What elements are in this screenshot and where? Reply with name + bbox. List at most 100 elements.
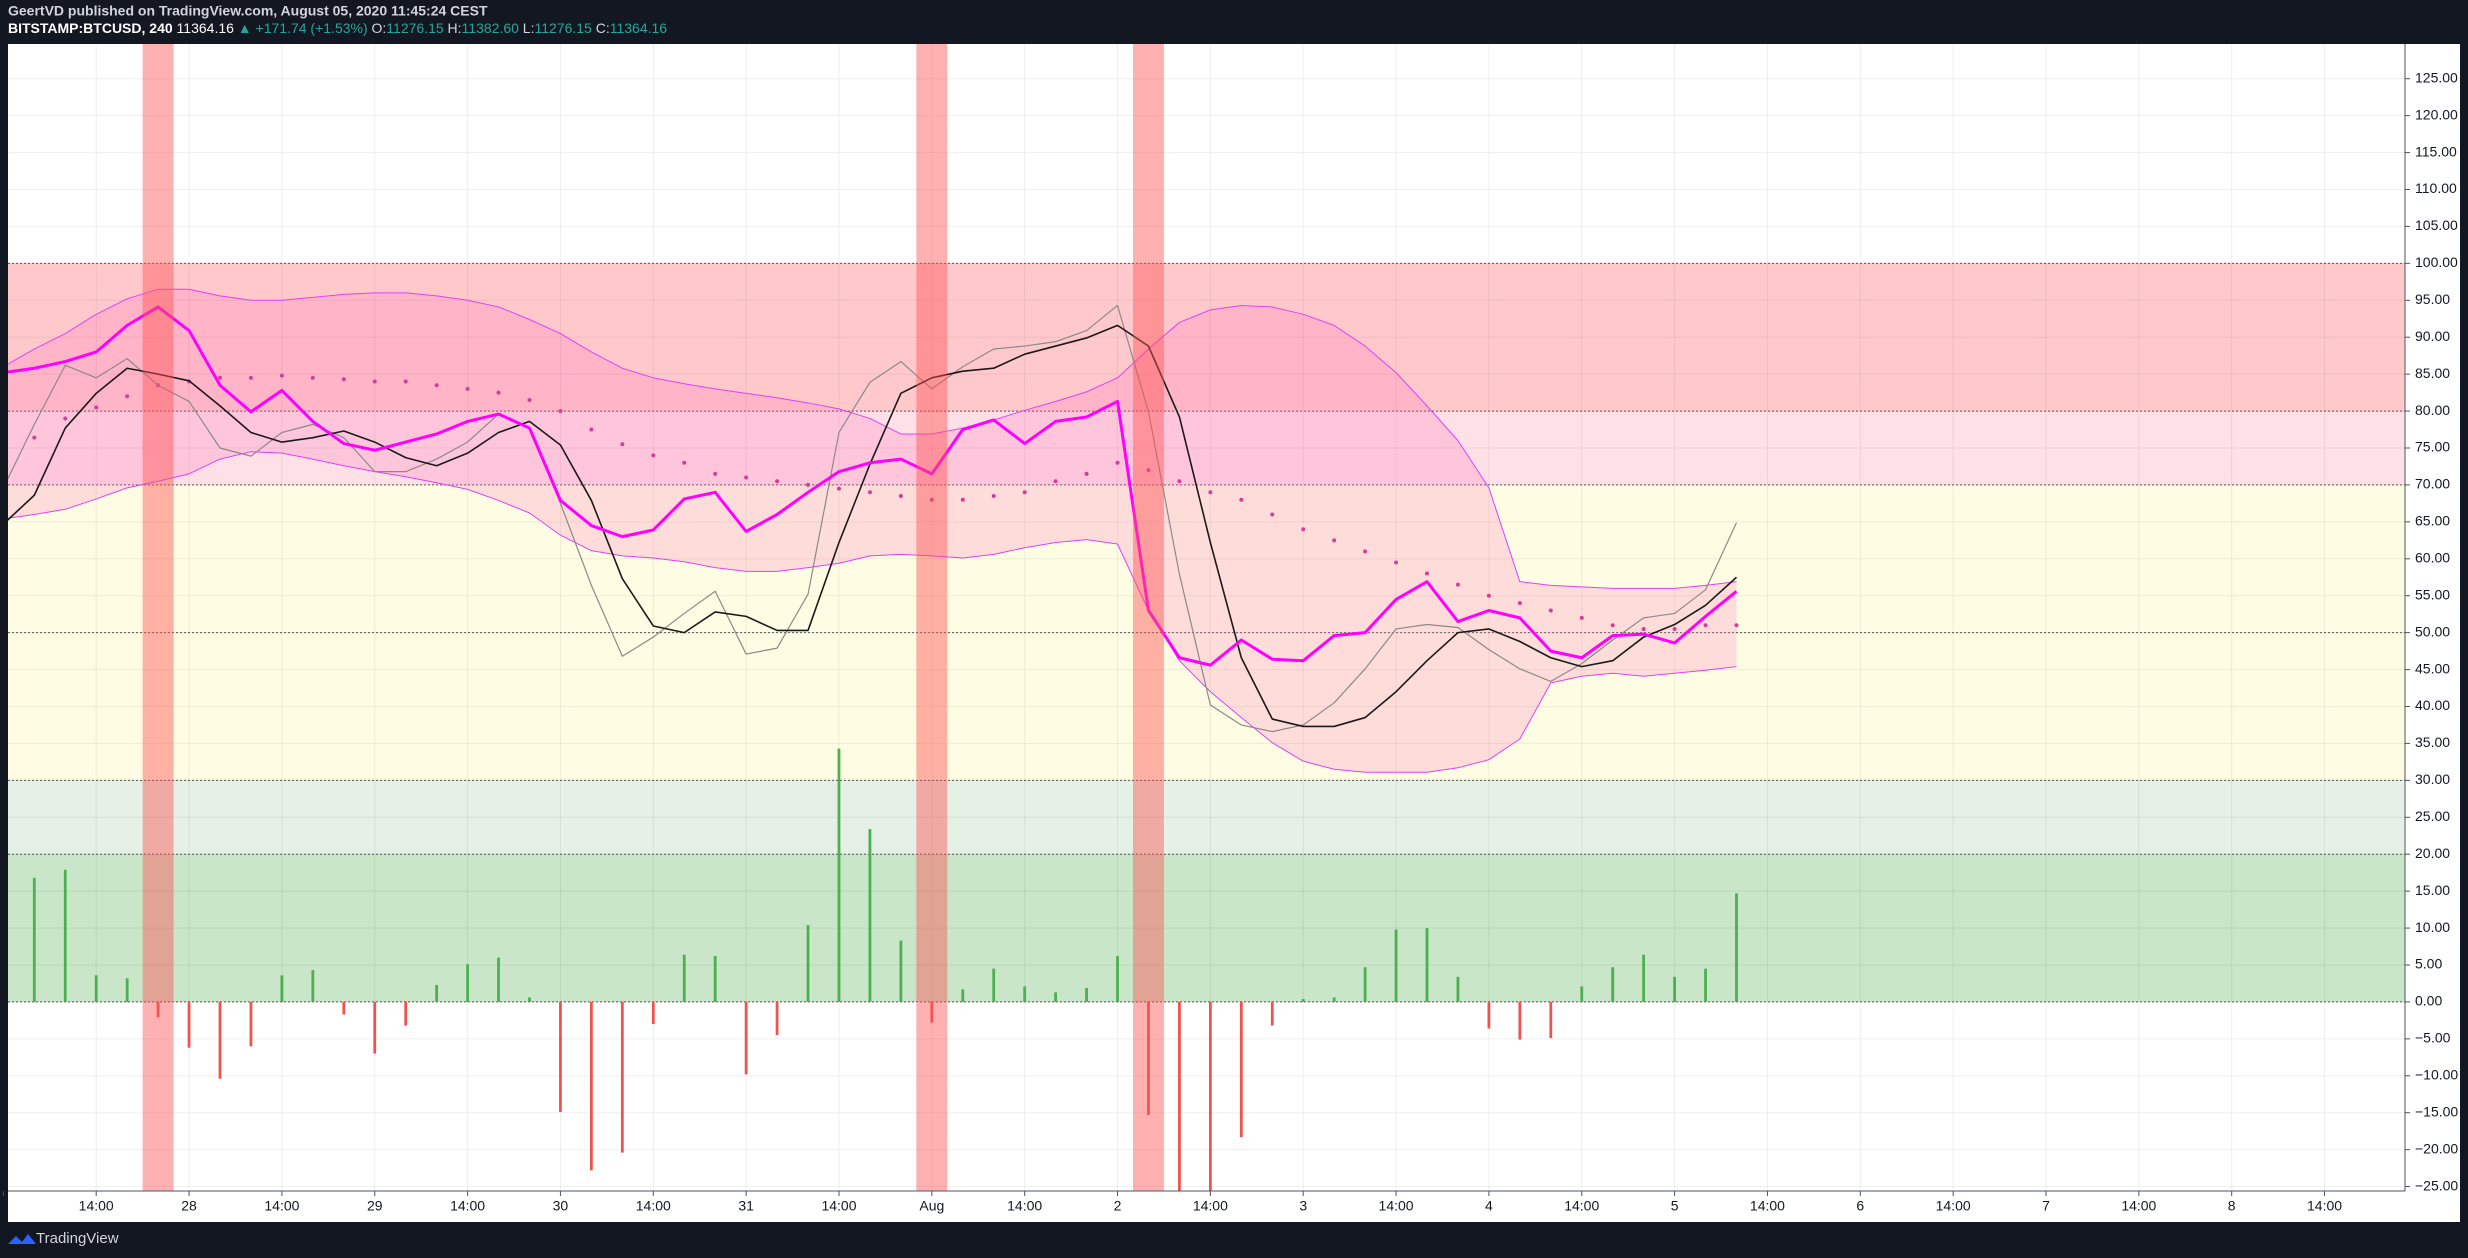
x-tick-label: 28 [181,1198,197,1214]
y-tick-label: 5.00 [2415,956,2442,972]
histogram-bar [497,957,500,1002]
y-tick-label: 25.00 [2415,808,2450,824]
x-tick-label: 7 [0,1198,7,1214]
dot [558,409,563,414]
y-tick-label: 10.00 [2415,919,2450,935]
plot-area [8,44,2405,1191]
x-tick-label: 30 [553,1198,569,1214]
x-tick-label: 14:00 [821,1198,856,1214]
x-tick-label: Aug [919,1198,944,1214]
histogram-bar [1239,1001,1243,1138]
histogram-bar [1673,976,1676,1002]
symbol: BITSTAMP:BTCUSD, 240 [8,20,173,36]
x-tick-label: 8 [2228,1198,2236,1214]
ohlc-line: BITSTAMP:BTCUSD, 240 11364.16 ▲ +171.74 … [8,20,667,36]
x-tick-label: 2 [1114,1198,1122,1214]
dot [898,494,903,499]
histogram-bar [930,1001,934,1023]
histogram-bar [466,964,469,1002]
x-tick-label: 5 [1671,1198,1679,1214]
x-tick-label: 3 [1299,1198,1307,1214]
dot [1301,527,1306,532]
y-tick-label: 30.00 [2415,771,2450,787]
dot [434,383,439,388]
dot [1455,582,1460,587]
histogram-bar [1363,967,1367,1002]
x-tick-label: 7 [2042,1198,2050,1214]
dot [1084,471,1089,476]
histogram-bar [1332,997,1336,1002]
x-tick-label: 14:00 [2307,1198,2342,1214]
histogram-bar [899,940,903,1002]
histogram-bar [806,925,810,1002]
x-tick-label: 14:00 [450,1198,485,1214]
x-tick-label: 14:00 [264,1198,299,1214]
histogram-bar [1611,967,1615,1002]
histogram-bar [528,997,531,1002]
histogram-bar [125,978,129,1002]
x-tick-label: 29 [367,1198,383,1214]
change: ▲ +171.74 (+1.53%) [238,20,368,36]
last: 11364.16 [177,20,235,36]
dot [929,497,934,502]
dot [279,373,284,378]
histogram-bar [1642,954,1646,1002]
y-tick-label: 80.00 [2415,402,2450,418]
y-tick-label: 85.00 [2415,365,2450,381]
dot [1703,623,1708,628]
histogram-bar [156,1001,160,1018]
series-line [8,305,1738,667]
h-label: H: [448,20,462,36]
y-tick-label: −15.00 [2415,1103,2458,1119]
histogram-bar [589,1001,593,1171]
dot [32,435,37,440]
l-label: L: [523,20,535,36]
y-tick-label: 55.00 [2415,586,2450,602]
histogram-bar [32,877,36,1002]
dot [1115,460,1120,465]
histogram-bar [1518,1001,1522,1040]
dot [1610,623,1615,628]
dot [63,416,68,421]
x-tick-label: 14:00 [1936,1198,1971,1214]
x-tick-label: 14:00 [1007,1198,1042,1214]
dot [94,405,99,410]
dot [960,497,965,502]
histogram-bar [1394,929,1398,1002]
dot [1394,560,1399,565]
dot [527,397,532,402]
footer-brand[interactable]: TradingView [36,1230,119,1247]
y-tick-label: 15.00 [2415,882,2450,898]
dot [341,377,346,382]
histogram-bar [342,1001,346,1015]
dot [1734,623,1739,628]
y-tick-label: 65.00 [2415,513,2450,529]
dot [991,494,996,499]
histogram-bar [435,984,439,1002]
c-label: C: [596,20,610,36]
y-tick-label: 120.00 [2415,106,2458,122]
y-tick-label: 40.00 [2415,697,2450,713]
histogram-bar [992,968,996,1002]
y-tick-label: 75.00 [2415,439,2450,455]
x-tick-label: 31 [738,1198,754,1214]
h: 11382.60 [462,20,520,36]
histogram-bar [682,954,686,1002]
y-tick-label: −5.00 [2415,1030,2451,1046]
zone [8,780,2405,855]
histogram-bar [1425,928,1429,1002]
dot [1053,479,1058,484]
histogram-bar [187,1001,191,1048]
y-tick-label: 110.00 [2415,180,2457,196]
histogram-bar [1270,1001,1274,1026]
highlight [1132,44,1164,1191]
histogram-bar [1456,976,1460,1002]
dot [1363,549,1368,554]
dot [1239,497,1244,502]
histogram-bar [1208,1001,1212,1191]
y-tick-label: 20.00 [2415,845,2450,861]
dot [651,453,656,458]
dot [1425,571,1430,576]
dot [744,475,749,480]
